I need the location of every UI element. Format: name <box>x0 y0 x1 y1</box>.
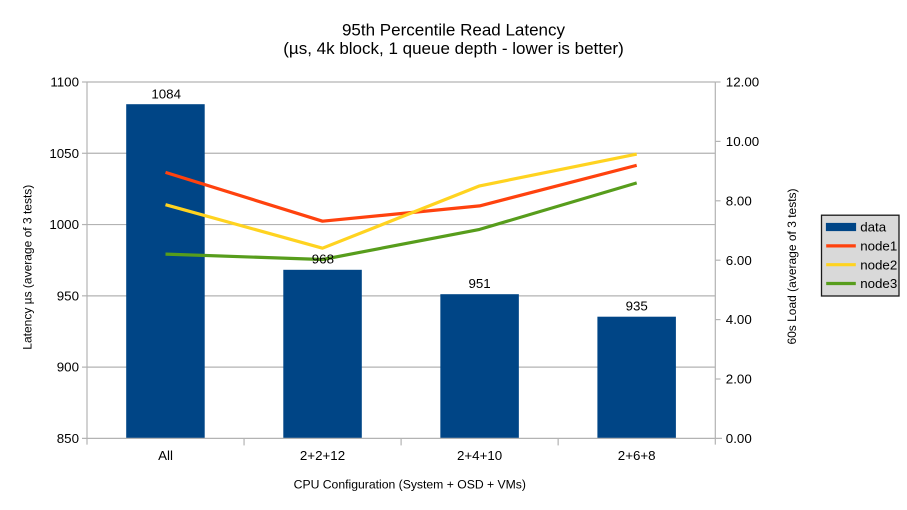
svg-text:data: data <box>860 220 887 235</box>
svg-text:node3: node3 <box>860 276 897 291</box>
svg-text:60s Load (average of 3 tests): 60s Load (average of 3 tests) <box>785 188 799 344</box>
svg-text:All: All <box>158 448 173 463</box>
svg-text:95th Percentile Read Latency: 95th Percentile Read Latency <box>342 20 566 39</box>
svg-text:Latency µs (average of 3 tests: Latency µs (average of 3 tests) <box>20 185 34 350</box>
svg-text:node2: node2 <box>860 257 897 272</box>
svg-text:850: 850 <box>57 431 79 446</box>
svg-text:1084: 1084 <box>151 86 181 101</box>
svg-text:1100: 1100 <box>50 75 79 90</box>
svg-text:2.00: 2.00 <box>726 372 752 387</box>
svg-text:900: 900 <box>57 360 79 375</box>
svg-text:12.00: 12.00 <box>726 75 759 90</box>
svg-text:CPU Configuration (System + OS: CPU Configuration (System + OSD + VMs) <box>294 478 526 492</box>
svg-text:1050: 1050 <box>49 146 79 161</box>
svg-text:4.00: 4.00 <box>726 312 752 327</box>
svg-text:2+2+12: 2+2+12 <box>300 448 345 463</box>
svg-text:8.00: 8.00 <box>726 193 752 208</box>
svg-text:0.00: 0.00 <box>726 431 752 446</box>
svg-text:10.00: 10.00 <box>726 134 759 149</box>
svg-text:950: 950 <box>57 288 79 303</box>
svg-text:2+4+10: 2+4+10 <box>457 448 502 463</box>
svg-text:6.00: 6.00 <box>726 253 752 268</box>
svg-text:node1: node1 <box>860 238 897 253</box>
svg-text:(µs, 4k block, 1 queue depth -: (µs, 4k block, 1 queue depth - lower is … <box>283 39 624 58</box>
svg-text:951: 951 <box>468 276 490 291</box>
svg-text:935: 935 <box>626 298 648 313</box>
svg-text:1000: 1000 <box>49 217 79 232</box>
svg-text:2+6+8: 2+6+8 <box>618 448 656 463</box>
svg-text:968: 968 <box>312 251 334 266</box>
